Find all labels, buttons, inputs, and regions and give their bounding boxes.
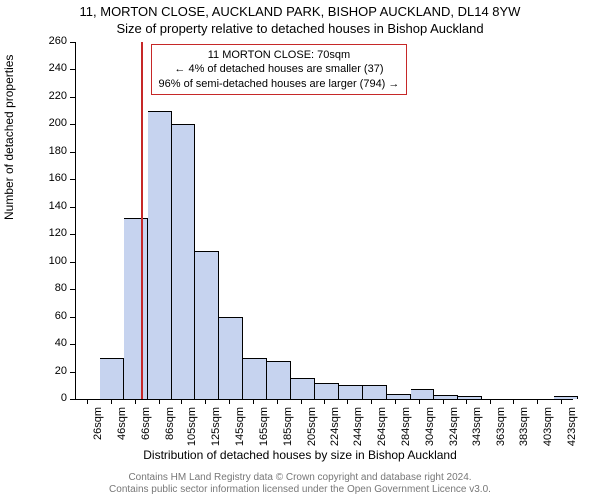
y-tick-label: 20 (35, 365, 67, 377)
x-tick-mark (253, 399, 254, 404)
bar (195, 251, 219, 399)
y-tick-label: 40 (35, 337, 67, 349)
y-tick-label: 200 (35, 117, 67, 129)
bar (434, 395, 458, 399)
callout-line-2: ← 4% of detached houses are smaller (37) (159, 62, 400, 76)
chart-container: 11, MORTON CLOSE, AUCKLAND PARK, BISHOP … (0, 0, 600, 500)
x-tick-mark (87, 399, 88, 404)
y-tick-label: 140 (35, 200, 67, 212)
bar (411, 389, 435, 399)
bars-layer (76, 42, 573, 399)
bar (339, 385, 363, 399)
y-tick-label: 220 (35, 90, 67, 102)
x-tick-mark (347, 399, 348, 404)
y-tick-label: 240 (35, 62, 67, 74)
x-tick-mark (205, 399, 206, 404)
callout-box: 11 MORTON CLOSE: 70sqm ← 4% of detached … (151, 44, 408, 95)
y-tick-label: 160 (35, 172, 67, 184)
bar (172, 124, 196, 399)
bar (267, 361, 291, 399)
title-line-2: Size of property relative to detached ho… (0, 21, 600, 36)
callout-line-1: 11 MORTON CLOSE: 70sqm (159, 48, 400, 62)
x-axis-label: Distribution of detached houses by size … (0, 448, 600, 462)
x-tick-mark (181, 399, 182, 404)
x-tick-mark (490, 399, 491, 404)
x-tick-mark (537, 399, 538, 404)
plot-area: 11 MORTON CLOSE: 70sqm ← 4% of detached … (75, 42, 573, 400)
bar (148, 111, 172, 399)
x-tick-mark (395, 399, 396, 404)
bar (124, 218, 148, 399)
x-tick-mark (135, 399, 136, 404)
y-tick-label: 100 (35, 255, 67, 267)
x-tick-mark (561, 399, 562, 404)
y-tick-label: 0 (35, 392, 67, 404)
y-tick-label: 180 (35, 145, 67, 157)
footer-line-2: Contains public sector information licen… (0, 484, 600, 496)
bar (291, 378, 315, 399)
y-axis-label: Number of detached properties (2, 55, 16, 220)
y-tick-label: 60 (35, 310, 67, 322)
bar (219, 317, 243, 399)
title-line-1: 11, MORTON CLOSE, AUCKLAND PARK, BISHOP … (0, 4, 600, 19)
callout-line-3: 96% of semi-detached houses are larger (… (159, 77, 400, 91)
bar (243, 358, 267, 399)
y-tick-label: 120 (35, 227, 67, 239)
footer: Contains HM Land Registry data © Crown c… (0, 472, 600, 496)
bar (363, 385, 387, 399)
bar (387, 394, 411, 399)
x-tick-mark (324, 399, 325, 404)
x-tick-mark (301, 399, 302, 404)
bar (554, 396, 578, 399)
x-tick-mark (229, 399, 230, 404)
x-tick-mark (443, 399, 444, 404)
y-tick-label: 260 (35, 35, 67, 47)
x-tick-mark (513, 399, 514, 404)
x-tick-mark (371, 399, 372, 404)
x-tick-mark (419, 399, 420, 404)
x-tick-mark (466, 399, 467, 404)
y-tick-label: 80 (35, 282, 67, 294)
bar (458, 396, 482, 399)
x-tick-mark (277, 399, 278, 404)
x-tick-mark (159, 399, 160, 404)
marker-line (141, 42, 143, 399)
bar (315, 383, 339, 399)
bar (100, 358, 124, 399)
footer-line-1: Contains HM Land Registry data © Crown c… (0, 472, 600, 484)
x-tick-mark (111, 399, 112, 404)
